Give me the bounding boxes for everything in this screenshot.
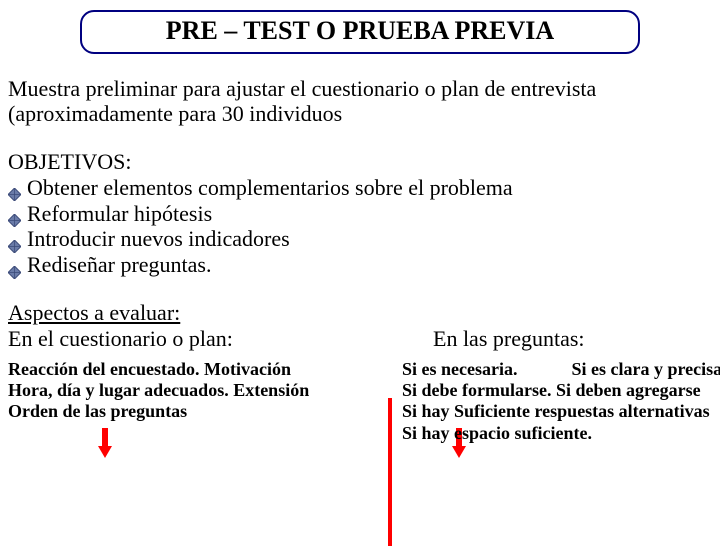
list-item: Rediseñar preguntas.: [8, 252, 712, 278]
objectives-list: Obtener elementos complementarios sobre …: [8, 175, 712, 279]
detail-line: Reacción del encuestado. Motivación: [8, 359, 386, 380]
aspects-labels-row: En el cuestionario o plan: En las pregun…: [8, 326, 712, 351]
objectives-heading: OBJETIVOS:: [8, 149, 712, 175]
diamond-icon: [8, 259, 21, 272]
objective-text: Introducir nuevos indicadores: [27, 226, 290, 252]
list-item: Introducir nuevos indicadores: [8, 226, 712, 252]
list-item: Obtener elementos complementarios sobre …: [8, 175, 712, 201]
left-column: Reacción del encuestado. Motivación Hora…: [8, 359, 392, 444]
detail-line: Si hay Suficiente respuestas alternativa…: [402, 401, 712, 422]
aspects-left-label: En el cuestionario o plan:: [8, 326, 393, 351]
objective-text: Rediseñar preguntas.: [27, 252, 212, 278]
diamond-icon: [8, 181, 21, 194]
details-columns: Reacción del encuestado. Motivación Hora…: [8, 359, 712, 444]
aspects-right-label: En las preguntas:: [393, 326, 585, 351]
detail-line: Si es necesaria. Si es clara y precisa.: [402, 359, 712, 380]
title-container: PRE – TEST O PRUEBA PREVIA: [80, 10, 640, 54]
detail-line: Si hay espacio suficiente.: [402, 423, 712, 444]
right-column: Si es necesaria. Si es clara y precisa. …: [392, 359, 712, 444]
diamond-icon: [8, 233, 21, 246]
page-title: PRE – TEST O PRUEBA PREVIA: [166, 16, 554, 45]
intro-paragraph: Muestra preliminar para ajustar el cuest…: [8, 76, 712, 127]
list-item: Reformular hipótesis: [8, 201, 712, 227]
detail-line: Si debe formularse. Si deben agregarse: [402, 380, 712, 401]
objectives-section: OBJETIVOS: Obtener elementos complementa…: [8, 149, 712, 279]
detail-line: Orden de las preguntas: [8, 401, 386, 422]
diamond-icon: [8, 207, 21, 220]
aspects-heading: Aspectos a evaluar:: [8, 300, 712, 325]
objective-text: Obtener elementos complementarios sobre …: [27, 175, 513, 201]
aspects-section: Aspectos a evaluar: En el cuestionario o…: [8, 300, 712, 351]
objective-text: Reformular hipótesis: [27, 201, 212, 227]
detail-line: Hora, día y lugar adecuados. Extensión: [8, 380, 386, 401]
